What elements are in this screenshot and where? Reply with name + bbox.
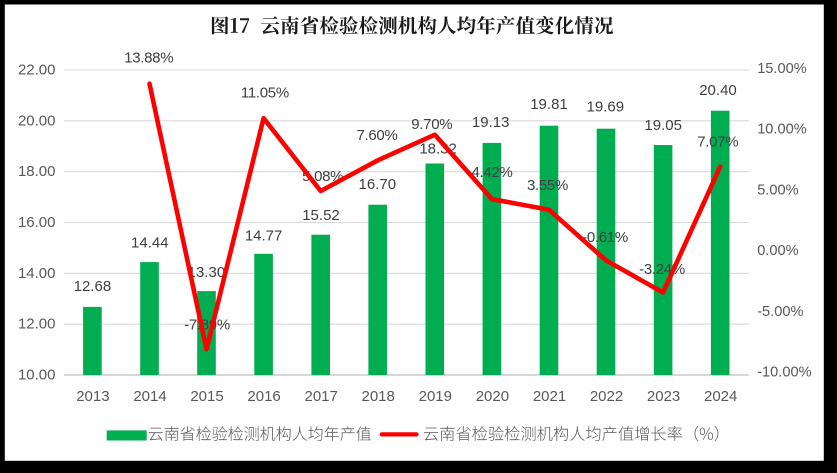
svg-text:2015: 2015 bbox=[190, 388, 223, 405]
svg-text:2013: 2013 bbox=[76, 388, 109, 405]
svg-text:2016: 2016 bbox=[247, 388, 280, 405]
svg-text:16.70: 16.70 bbox=[359, 176, 397, 193]
svg-text:5.00%: 5.00% bbox=[757, 182, 798, 198]
svg-text:-0.61%: -0.61% bbox=[582, 229, 628, 246]
svg-text:18.32: 18.32 bbox=[419, 141, 457, 158]
svg-text:13.88%: 13.88% bbox=[124, 49, 173, 66]
svg-text:2023: 2023 bbox=[647, 388, 680, 405]
svg-text:2014: 2014 bbox=[133, 388, 166, 405]
svg-text:2017: 2017 bbox=[305, 388, 338, 405]
svg-text:11.05%: 11.05% bbox=[241, 85, 289, 102]
svg-text:-10.00%: -10.00% bbox=[757, 365, 811, 381]
svg-text:16.00: 16.00 bbox=[18, 214, 56, 231]
svg-text:22.00: 22.00 bbox=[18, 62, 56, 79]
svg-text:0.00%: 0.00% bbox=[757, 243, 798, 259]
svg-text:2022: 2022 bbox=[590, 388, 623, 405]
svg-text:14.77: 14.77 bbox=[245, 227, 283, 244]
svg-text:2021: 2021 bbox=[533, 388, 566, 405]
svg-text:10.00: 10.00 bbox=[18, 367, 56, 384]
svg-text:18.00: 18.00 bbox=[18, 163, 56, 180]
svg-text:19.05: 19.05 bbox=[644, 117, 682, 134]
svg-text:13.30: 13.30 bbox=[188, 264, 226, 281]
svg-text:-7.89%: -7.89% bbox=[184, 317, 230, 334]
svg-text:15.00%: 15.00% bbox=[757, 61, 807, 77]
svg-text:12.00: 12.00 bbox=[18, 316, 56, 333]
svg-text:20.40: 20.40 bbox=[699, 82, 737, 99]
svg-text:2018: 2018 bbox=[362, 388, 395, 405]
svg-text:14.00: 14.00 bbox=[18, 265, 56, 282]
svg-text:2024: 2024 bbox=[704, 388, 737, 405]
svg-text:20.00: 20.00 bbox=[18, 112, 56, 129]
svg-text:19.13: 19.13 bbox=[472, 114, 510, 131]
svg-text:2020: 2020 bbox=[476, 388, 509, 405]
svg-text:-5.00%: -5.00% bbox=[757, 304, 803, 320]
svg-text:15.52: 15.52 bbox=[302, 207, 340, 224]
svg-text:2019: 2019 bbox=[419, 388, 452, 405]
svg-text:19.69: 19.69 bbox=[587, 98, 625, 115]
svg-text:3.55%: 3.55% bbox=[527, 177, 568, 194]
svg-text:10.00%: 10.00% bbox=[757, 122, 807, 138]
svg-text:19.81: 19.81 bbox=[530, 96, 568, 113]
svg-text:7.07%: 7.07% bbox=[697, 134, 738, 151]
svg-text:7.60%: 7.60% bbox=[356, 127, 397, 144]
svg-text:4.42%: 4.42% bbox=[471, 164, 512, 181]
svg-text:14.44: 14.44 bbox=[131, 235, 169, 252]
svg-text:9.70%: 9.70% bbox=[411, 116, 452, 133]
svg-text:12.68: 12.68 bbox=[74, 278, 112, 295]
